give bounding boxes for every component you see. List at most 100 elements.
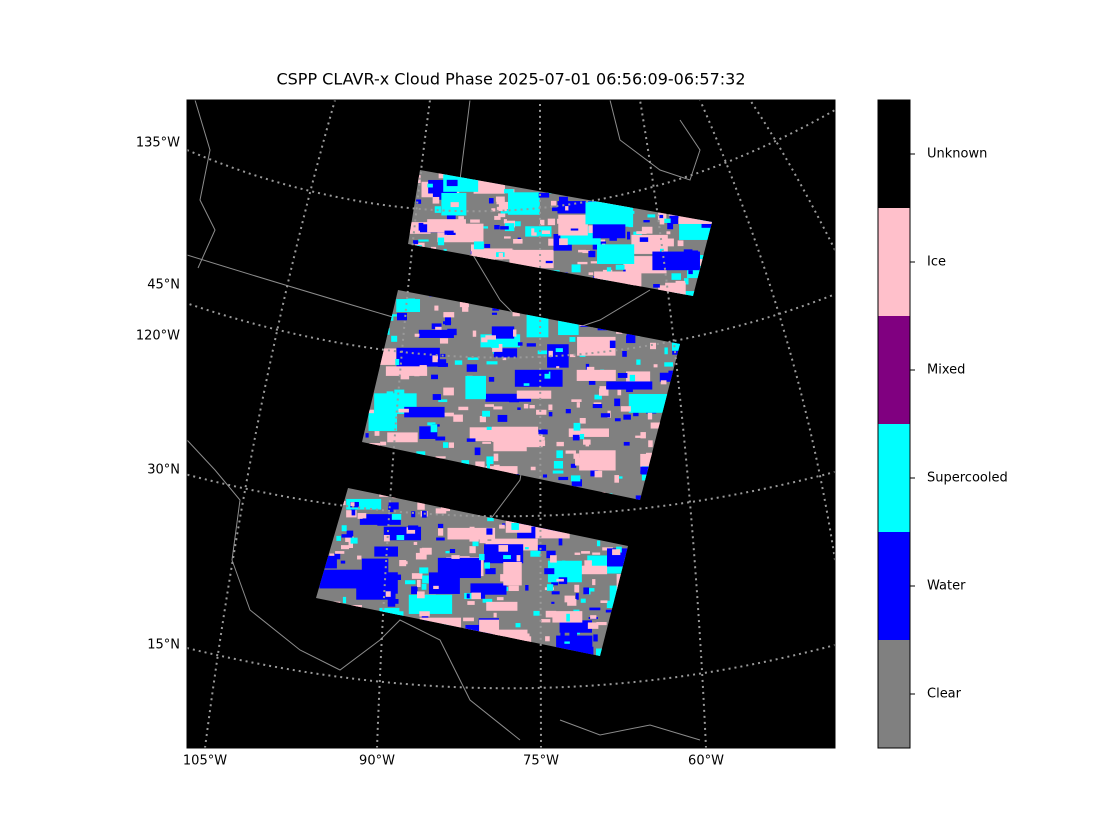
- swath-pixel: [596, 540, 601, 547]
- swath-pixel: [652, 422, 664, 426]
- swath-pixel: [614, 398, 621, 407]
- swath-pixel: [623, 441, 630, 446]
- swath-pixel: [339, 577, 346, 584]
- swath-pixel: [578, 249, 586, 253]
- swath-pixel: [548, 238, 554, 246]
- swath-pixel: [585, 201, 634, 225]
- swath-pixel: [486, 361, 498, 365]
- swath-pixel: [542, 474, 548, 478]
- swath-pixel: [570, 228, 579, 231]
- swath-pixel: [362, 518, 374, 521]
- swath-pixel: [463, 617, 474, 622]
- swath-pixel: [659, 218, 665, 225]
- swath-pixel: [548, 412, 553, 417]
- swath-pixel: [583, 439, 591, 445]
- swath-pixel: [552, 207, 562, 212]
- swath-pixel: [575, 646, 594, 656]
- swath-pixel: [491, 312, 498, 315]
- swath-pixel: [411, 511, 416, 518]
- swath-pixel: [488, 198, 494, 204]
- swath-pixel: [444, 230, 454, 235]
- swath-pixel: [659, 214, 664, 219]
- swath-pixel: [537, 350, 549, 355]
- swath-pixel: [622, 351, 627, 357]
- swath-pixel: [559, 238, 568, 246]
- swath-pixel: [650, 342, 657, 350]
- swath-pixel: [350, 502, 355, 507]
- swath-pixel: [432, 196, 440, 204]
- swath-pixel: [592, 579, 596, 586]
- swath-pixel: [513, 238, 523, 244]
- swath-pixel: [350, 501, 359, 508]
- swath-pixel: [571, 264, 581, 273]
- swath-pixel: [540, 437, 545, 440]
- swath-pixel: [504, 189, 514, 194]
- swath-pixel: [596, 621, 607, 626]
- swath-pixel: [380, 441, 387, 446]
- swath-pixel: [329, 553, 335, 558]
- swath-pixel: [392, 314, 400, 317]
- swath-pixel: [626, 333, 635, 337]
- swath-pixel: [427, 219, 466, 233]
- swath-pixel: [461, 460, 470, 466]
- graticule: [187, 100, 835, 748]
- swath-pixel: [453, 414, 463, 422]
- swath-pixel: [466, 438, 476, 442]
- swath-pixel: [569, 354, 576, 358]
- swath-pixel: [550, 555, 557, 563]
- swath-pixel: [503, 555, 511, 560]
- swath-pixel: [643, 220, 650, 223]
- swath-pixel: [466, 593, 470, 599]
- swath-pixel: [431, 323, 442, 329]
- swath-pixel: [570, 463, 577, 468]
- swath-pixel: [633, 411, 639, 417]
- swath-pixel: [592, 222, 626, 239]
- swath-pixel: [533, 232, 537, 236]
- axis-labels: 135°W 45°N 120°W 30°N 15°N 105°W 90°W 75°W 60°W: [136, 136, 724, 769]
- swath-pixel: [504, 223, 515, 232]
- swath-pixel: [597, 244, 635, 264]
- swath-pixel: [340, 560, 346, 564]
- swath-pixel: [472, 330, 477, 337]
- swath-pixel: [486, 456, 494, 465]
- swath-pixel: [536, 376, 555, 386]
- swath-pixel: [523, 383, 530, 386]
- swath-pixel: [620, 406, 631, 412]
- swath-pixel: [590, 261, 601, 264]
- swath-pixel: [437, 523, 444, 528]
- swath-pixel: [612, 549, 621, 556]
- swath-pixel: [438, 528, 444, 536]
- swath-pixel: [606, 600, 617, 609]
- swath-pixel: [667, 221, 674, 230]
- swath-pixel: [467, 601, 475, 605]
- swath-pixel: [609, 235, 617, 241]
- swath-pixel: [566, 613, 570, 622]
- colorbar-label: Unknown: [927, 147, 987, 162]
- swath-pixel: [341, 572, 349, 579]
- swath-pixel: [664, 362, 673, 367]
- swath-pixel: [626, 335, 636, 344]
- swath-pixel: [430, 424, 438, 433]
- swath-pixel: [606, 381, 653, 390]
- swath-pixel: [558, 476, 569, 481]
- swath-pixel: [465, 375, 486, 400]
- swath-pixel: [683, 278, 689, 285]
- swath-pixel: [652, 251, 700, 271]
- left-label: 30°N: [147, 463, 180, 478]
- map-frame: [186, 99, 836, 749]
- swath-pixel: [507, 192, 540, 215]
- swath-pixel: [336, 535, 341, 541]
- swath-pixel: [586, 366, 595, 373]
- swath-pixel: [503, 561, 522, 586]
- swath-pixel: [435, 456, 446, 459]
- swath-pixel: [469, 535, 479, 542]
- swath-pixel: [546, 550, 556, 559]
- swath-pixel: [351, 508, 356, 516]
- colorbar: Unknown Ice Mixed Supercooled Water Clear: [877, 99, 1008, 749]
- swath-pixel: [594, 394, 602, 400]
- swath-pixel: [509, 397, 520, 403]
- swath-pixel: [415, 552, 427, 560]
- swath-pixel: [626, 371, 651, 383]
- swath-pixel: [449, 548, 456, 553]
- swath-pixel: [400, 372, 410, 380]
